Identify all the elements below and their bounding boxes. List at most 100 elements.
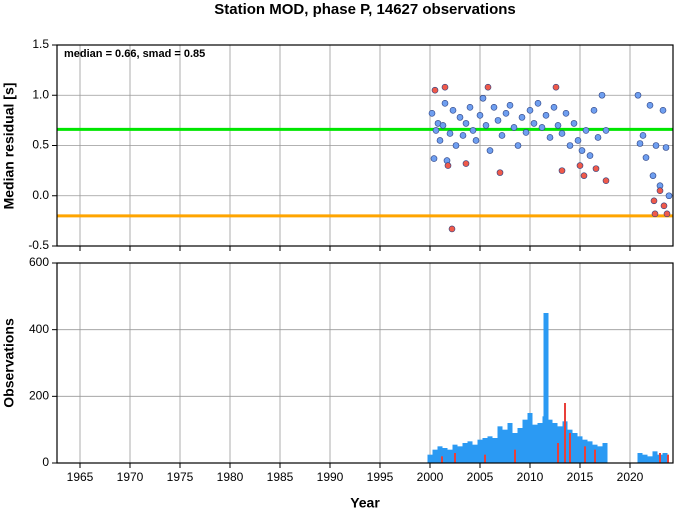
bar — [594, 449, 596, 463]
point — [498, 132, 506, 139]
point — [494, 117, 502, 124]
point — [502, 110, 510, 117]
y-tick-label: 200 — [29, 389, 49, 403]
x-tick-label: 1965 — [67, 470, 94, 484]
point — [431, 86, 439, 94]
point — [538, 124, 546, 131]
x-tick-label: 1975 — [167, 470, 194, 484]
x-tick-label: 1985 — [267, 470, 294, 484]
point — [466, 104, 474, 111]
point — [642, 154, 650, 161]
point — [639, 132, 647, 139]
bar — [572, 433, 578, 463]
point — [448, 225, 456, 233]
x-tick-label: 1980 — [217, 470, 244, 484]
bar — [647, 456, 653, 463]
point — [598, 91, 606, 99]
bar — [652, 451, 658, 463]
panel: -0.5 0.0 0.5 1.0 1.5 — [28, 37, 674, 252]
bar — [462, 443, 468, 463]
y-tick-label: 400 — [29, 322, 49, 336]
bar — [427, 454, 433, 463]
point — [518, 114, 526, 121]
point — [586, 152, 594, 159]
bar — [502, 429, 508, 463]
point — [574, 137, 582, 144]
bar — [667, 454, 669, 463]
annotation: median = 0.66, smad = 0.85 — [64, 48, 205, 60]
bar — [437, 446, 443, 463]
point — [462, 120, 470, 127]
bar — [564, 403, 566, 463]
bar — [532, 424, 538, 463]
x-axis-label: Year — [350, 495, 380, 511]
point — [665, 192, 673, 200]
bar — [547, 419, 553, 463]
x-tick-label: 1990 — [317, 470, 344, 484]
y-axis-label: Observations — [1, 318, 17, 408]
point — [562, 110, 570, 117]
bar — [492, 438, 498, 463]
y-tick-label: -0.5 — [28, 238, 49, 252]
point — [652, 142, 660, 149]
point — [484, 83, 492, 91]
point — [469, 127, 477, 134]
point — [552, 83, 560, 91]
bar — [543, 313, 549, 463]
point — [602, 177, 610, 184]
point — [580, 172, 588, 179]
point — [449, 107, 457, 114]
x-tick-label: 2015 — [567, 470, 594, 484]
point — [636, 140, 644, 147]
point — [663, 210, 671, 218]
x-tick-label: 2020 — [617, 470, 644, 484]
point — [649, 172, 657, 179]
point — [432, 127, 440, 134]
point — [602, 127, 610, 134]
bar — [514, 449, 516, 463]
bar — [517, 428, 523, 463]
bar — [557, 426, 563, 463]
point — [534, 99, 542, 107]
bar — [597, 446, 603, 463]
point — [566, 142, 574, 149]
bar — [522, 419, 528, 463]
point — [542, 112, 550, 119]
point — [558, 130, 566, 137]
bar — [467, 441, 473, 463]
point — [650, 197, 658, 205]
point — [482, 122, 490, 129]
point — [436, 137, 444, 144]
chart-title: Station MOD, phase P, 14627 observations — [214, 1, 516, 18]
x-tick-label: 1995 — [367, 470, 394, 484]
bar — [442, 448, 448, 463]
bar — [482, 438, 488, 463]
bar — [557, 443, 559, 463]
bar — [642, 454, 648, 463]
bar — [587, 441, 593, 463]
point — [578, 147, 586, 154]
bar — [512, 433, 518, 463]
point — [490, 104, 498, 111]
point — [452, 142, 460, 149]
point — [554, 122, 562, 129]
bar — [602, 443, 608, 463]
bar — [569, 433, 571, 463]
bar — [577, 436, 583, 463]
panel: 1965 1970 1975 1980 1985 1990 1995 2000 2005 2010… — [29, 255, 674, 484]
bar — [487, 436, 493, 463]
point — [486, 147, 494, 154]
bar — [441, 456, 443, 463]
point — [592, 165, 600, 172]
point — [662, 144, 670, 151]
point — [570, 120, 578, 127]
y-tick-label: 0.5 — [32, 138, 49, 152]
y-tick-label: 0 — [42, 455, 49, 469]
x-tick-label: 2010 — [517, 470, 544, 484]
y-tick-label: 1.0 — [32, 87, 49, 101]
bar — [477, 439, 483, 463]
point — [660, 202, 668, 210]
point — [472, 137, 480, 144]
point — [446, 130, 454, 137]
point — [656, 187, 664, 195]
